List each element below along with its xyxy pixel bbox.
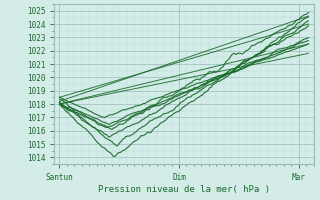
X-axis label: Pression niveau de la mer( hPa ): Pression niveau de la mer( hPa ) — [98, 185, 270, 194]
